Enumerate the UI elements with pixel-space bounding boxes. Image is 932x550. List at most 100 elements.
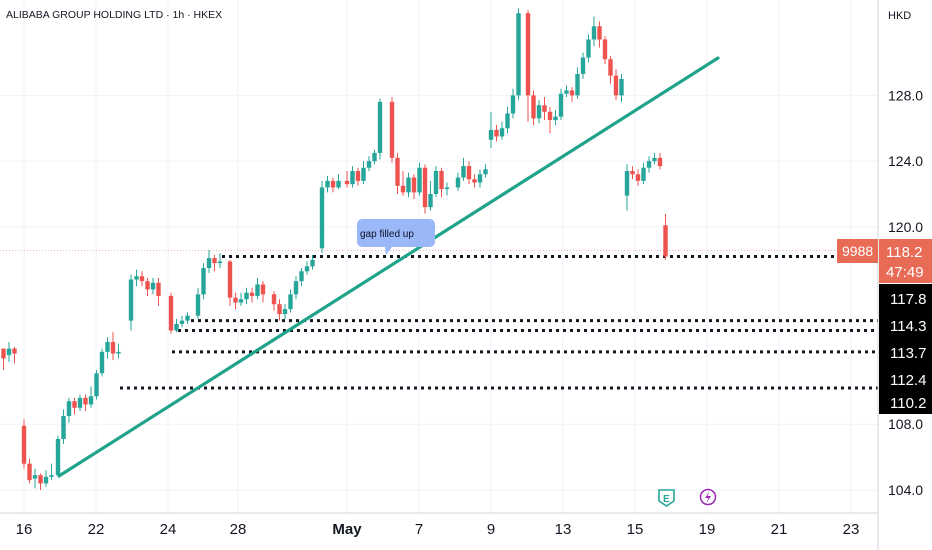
candle-up <box>336 174 341 190</box>
candle-body <box>505 113 510 129</box>
candle-up <box>505 106 510 134</box>
x-tick-label[interactable]: 23 <box>843 521 860 538</box>
currency-label[interactable]: HKD <box>888 10 911 22</box>
candle-body <box>271 294 277 305</box>
current-price-tag <box>879 239 932 283</box>
y-tick-label[interactable]: 108.0 <box>888 416 923 432</box>
x-tick-label[interactable]: 28 <box>230 521 247 538</box>
level-label-box <box>879 311 932 338</box>
candle-body <box>630 171 635 175</box>
lightning-icon <box>699 488 717 506</box>
candle-down <box>156 277 161 306</box>
x-tick-label[interactable]: 15 <box>627 521 644 538</box>
candle-body <box>536 105 542 119</box>
candle-down <box>277 299 282 321</box>
candle-down <box>249 287 255 303</box>
candle-body <box>422 167 428 208</box>
candle-body <box>477 174 483 183</box>
candle-up <box>406 172 411 198</box>
y-tick-label[interactable]: 120.0 <box>888 219 923 235</box>
candle-up <box>174 318 179 333</box>
x-tick-label[interactable]: 13 <box>555 521 572 538</box>
candle-body <box>325 180 330 188</box>
level-label-text: 112.4 <box>890 372 926 389</box>
candle-body <box>350 171 355 185</box>
level-label-text: 113.7 <box>890 345 926 362</box>
y-axis-ticks[interactable]: 104.0 108.0 120.0 124.0 128.0 <box>888 87 923 498</box>
candle-up <box>244 287 249 305</box>
x-tick-label[interactable]: 19 <box>699 521 716 538</box>
candle-up <box>641 162 646 185</box>
x-tick-label[interactable]: 16 <box>16 521 33 538</box>
candle-body <box>233 297 238 303</box>
candle-body <box>304 266 310 272</box>
candle-up <box>455 172 461 191</box>
candle-body <box>206 258 212 269</box>
candle-body <box>336 180 341 188</box>
candle-body <box>201 268 206 295</box>
candle-body <box>613 75 619 96</box>
level-labels: 117.8 114.3 113.7 112.4 110.2 <box>879 284 932 414</box>
candle-body <box>569 90 575 96</box>
candle-up <box>238 292 244 306</box>
candle-body <box>619 78 624 96</box>
earnings-event[interactable]: E <box>658 489 675 507</box>
candle-body <box>310 259 315 267</box>
x-tick-label[interactable]: 22 <box>88 521 105 538</box>
candle-body <box>288 294 293 310</box>
candle-up <box>558 88 564 121</box>
candle-up <box>94 369 99 400</box>
candle-down <box>542 97 547 121</box>
candle-body <box>255 284 260 296</box>
x-tick-label[interactable]: 24 <box>160 521 177 538</box>
level-label-box <box>879 284 932 311</box>
candle-down <box>139 271 145 287</box>
candle-body <box>156 282 161 296</box>
y-tick-label[interactable]: 128.0 <box>888 87 923 103</box>
candle-up <box>516 8 521 101</box>
candle-up <box>6 342 12 362</box>
lightning-event[interactable] <box>699 488 717 506</box>
candle-body <box>525 13 531 96</box>
candle-body <box>461 166 466 178</box>
candle-body <box>238 299 244 303</box>
candle-down <box>233 292 238 310</box>
candle-body <box>212 258 217 264</box>
candle-down <box>547 106 553 134</box>
x-tick-label[interactable]: May <box>332 521 362 538</box>
candle-down <box>439 167 444 198</box>
trendline[interactable] <box>57 56 720 478</box>
candle-body <box>88 396 94 405</box>
candle-body <box>433 171 439 195</box>
x-tick-label[interactable]: 7 <box>415 521 423 538</box>
candle-body <box>366 161 372 168</box>
candle-body <box>330 180 336 188</box>
candle-up <box>461 157 466 181</box>
x-tick-label[interactable]: 21 <box>771 521 788 538</box>
candle-body <box>608 59 613 76</box>
candle-body <box>466 166 472 180</box>
candle-down <box>227 259 233 306</box>
y-tick-label[interactable]: 104.0 <box>888 482 923 498</box>
level-label: 110.2 <box>879 388 932 414</box>
candle-up <box>255 277 260 300</box>
candle-body <box>395 157 400 186</box>
candle-up <box>88 386 94 408</box>
earnings-icon-letter: E <box>663 494 670 505</box>
candle-down <box>608 55 613 84</box>
candle-up <box>179 315 185 328</box>
x-axis-ticks[interactable]: 16 22 24 28 May 7 9 13 15 19 21 23 <box>16 521 860 538</box>
candle-body <box>417 167 422 193</box>
candle-down <box>260 281 266 303</box>
candle-up <box>444 182 450 196</box>
candle-body <box>652 157 657 162</box>
x-tick-label[interactable]: 9 <box>487 521 495 538</box>
candle-down <box>597 21 602 48</box>
candle-body <box>1 348 6 359</box>
symbol-text: 9988 <box>842 243 873 259</box>
annotation-callout[interactable]: gap filled up <box>357 219 435 255</box>
candle-body <box>99 351 105 374</box>
y-tick-label[interactable]: 124.0 <box>888 153 923 169</box>
chart-title: ALIBABA GROUP HOLDING LTD · 1h · HKEX <box>6 9 222 21</box>
